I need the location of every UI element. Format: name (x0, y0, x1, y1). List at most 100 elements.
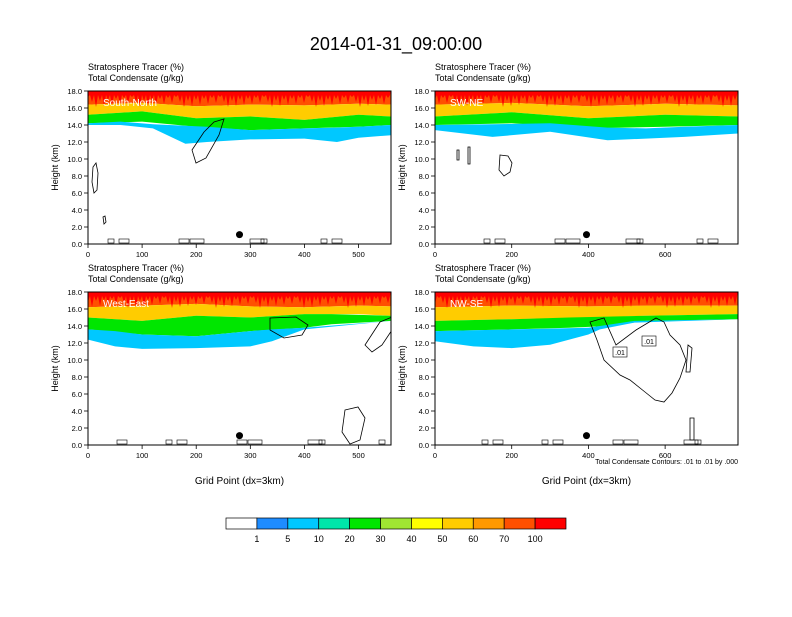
surface-contour (249, 238, 265, 244)
panel-label: South-North (103, 98, 157, 109)
colorbar-label: 5 (285, 534, 290, 544)
tracer-spikes (88, 292, 391, 308)
y-tick-label: 8.0 (72, 172, 82, 181)
condensate-contour (102, 215, 107, 225)
x-tick-label: 600 (659, 250, 672, 259)
tracer-band-20 (435, 314, 738, 332)
panels-group: Stratosphere Tracer (%) Total Condensate … (50, 62, 739, 487)
tracer-band-5 (88, 121, 391, 144)
condensate-contour (589, 317, 687, 403)
surface-contour (107, 238, 115, 244)
x-tick-label: 200 (505, 250, 518, 259)
panel-label: SW-NE (450, 98, 483, 109)
tracer-band-20 (88, 111, 391, 131)
surface-contour (320, 238, 328, 244)
colorbar-swatch (411, 517, 443, 530)
colorbar-swatch (225, 517, 258, 530)
condensate-contour (498, 154, 513, 177)
surface-contour (625, 238, 641, 244)
panel-1: Stratosphere Tracer (%)Total Condensate … (50, 62, 392, 259)
surface-contour (483, 238, 491, 244)
surface-contour (552, 439, 564, 445)
tracer-band-5 (88, 320, 391, 349)
plot-frame (87, 90, 392, 245)
y-tick-label: 18.0 (414, 87, 429, 96)
tracer-spikes (88, 91, 391, 107)
x-tick-label: 500 (352, 250, 365, 259)
colorbar-swatch (380, 517, 412, 530)
y-tick-label: 18.0 (67, 87, 82, 96)
surface-contour (694, 439, 702, 445)
x-tick-label: 300 (244, 250, 257, 259)
surface-contour (494, 238, 506, 244)
y-tick-label: 10.0 (67, 356, 82, 365)
y-tick-label: 2.0 (419, 424, 429, 433)
condensate-contour (456, 149, 460, 161)
x-tick-label: 400 (298, 451, 311, 460)
y-tick-label: 16.0 (414, 104, 429, 113)
plot-content (435, 91, 738, 244)
panel-title: Stratosphere Tracer (%) (88, 263, 184, 273)
x-tick-label: 400 (582, 451, 595, 460)
colorbar-label: 100 (528, 534, 543, 544)
surface-contour (554, 238, 566, 244)
y-tick-label: 6.0 (419, 189, 429, 198)
y-tick-label: 0.0 (72, 240, 82, 249)
surface-contour (260, 238, 268, 244)
colorbar-label: 50 (437, 534, 447, 544)
x-tick-label: 600 (659, 451, 672, 460)
location-marker (236, 231, 243, 239)
y-tick-label: 18.0 (67, 288, 82, 297)
tracer-band-50 (88, 303, 391, 321)
surface-contour (236, 439, 248, 445)
panel-3: Stratosphere Tracer (%)Total Condensate … (50, 263, 392, 487)
surface-contour (707, 238, 719, 244)
y-axis-label: Height (km) (397, 144, 407, 191)
tracer-band-50 (435, 305, 738, 321)
x-axis-label: Grid Point (dx=3km) (542, 476, 631, 487)
panel-subtitle: Total Condensate (g/kg) (88, 73, 184, 83)
y-tick-label: 8.0 (419, 172, 429, 181)
surface-contour (481, 439, 489, 445)
y-tick-label: 14.0 (414, 121, 429, 130)
plot-frame (87, 291, 392, 446)
colorbar-swatch (442, 517, 474, 530)
y-axis-label: Height (km) (397, 345, 407, 392)
surface-contour (331, 238, 343, 244)
colorbar-label: 1 (254, 534, 259, 544)
y-tick-label: 12.0 (67, 138, 82, 147)
colorbar-label: 10 (314, 534, 324, 544)
colorbar-swatch (503, 517, 536, 530)
tracer-spikes (435, 91, 738, 107)
panel-4: Stratosphere Tracer (%)Total Condensate … (397, 263, 739, 487)
surface-contour (696, 238, 704, 244)
location-marker (236, 432, 243, 440)
colorbar-swatch (287, 517, 320, 530)
y-tick-label: 2.0 (72, 223, 82, 232)
y-tick-label: 10.0 (414, 356, 429, 365)
tracer-spikes (435, 292, 738, 308)
condensate-contour (467, 146, 471, 165)
y-tick-label: 12.0 (67, 339, 82, 348)
surface-contour (307, 439, 323, 445)
y-tick-label: 0.0 (419, 240, 429, 249)
y-tick-label: 14.0 (67, 322, 82, 331)
panel-label: West-East (103, 299, 149, 310)
colorbar-swatch (318, 517, 350, 530)
location-marker (583, 231, 590, 239)
y-tick-label: 14.0 (414, 322, 429, 331)
surface-contour (247, 439, 263, 445)
y-tick-label: 4.0 (419, 407, 429, 416)
x-tick-label: 400 (298, 250, 311, 259)
tracer-band-20 (88, 314, 391, 337)
plot-content (435, 292, 738, 445)
tracer-band-5 (435, 319, 738, 349)
tracer-band-5 (435, 123, 738, 141)
surface-contour (118, 238, 130, 244)
plot-content (88, 292, 391, 445)
condensate-contour (191, 118, 225, 164)
y-tick-label: 12.0 (414, 339, 429, 348)
x-tick-label: 500 (352, 451, 365, 460)
surface-contour (318, 439, 326, 445)
y-tick-label: 4.0 (72, 206, 82, 215)
